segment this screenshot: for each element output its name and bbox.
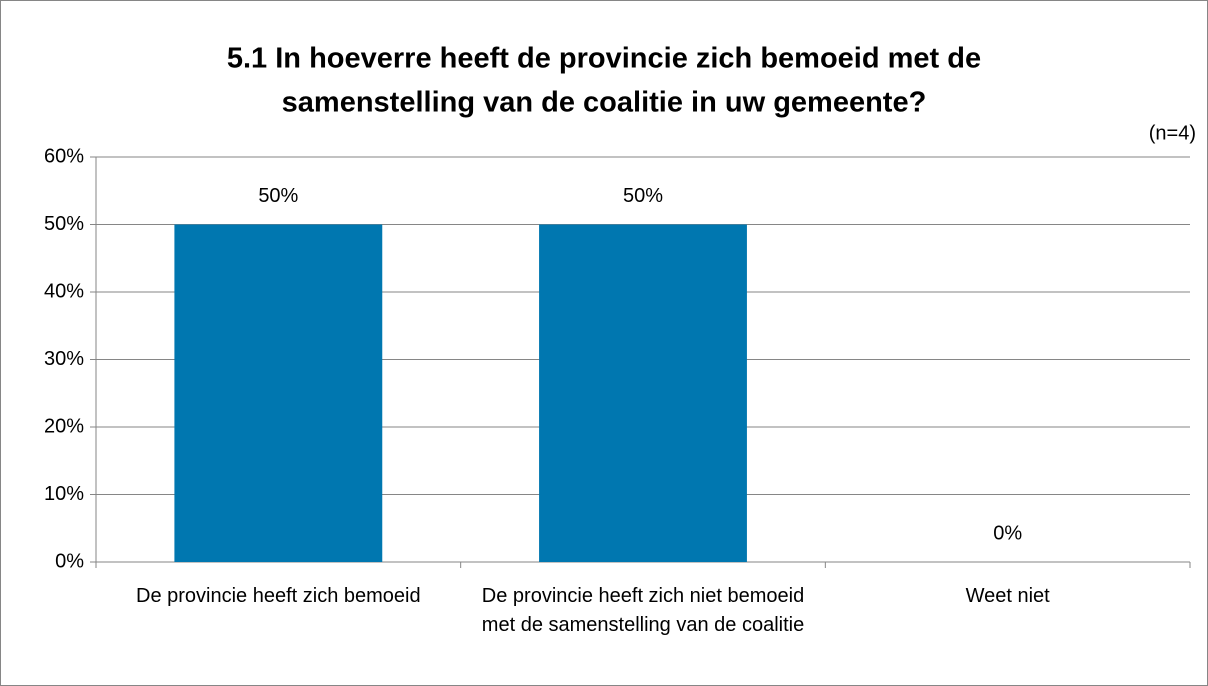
x-tick-label: De provincie heeft zich bemoeid (136, 585, 421, 607)
chart-title: samenstelling van de coalitie in uw geme… (282, 87, 927, 119)
y-tick-label: 20% (44, 415, 84, 437)
x-tick-label: De provincie heeft zich niet bemoeid met… (481, 585, 805, 636)
data-label: 0% (993, 522, 1022, 544)
data-label: 50% (258, 185, 298, 207)
data-label: 50% (623, 185, 663, 207)
annotation: (n=4) (1149, 122, 1196, 144)
chart-title: 5.1 In hoeverre heeft de provincie zich … (227, 43, 981, 75)
y-tick-label: 40% (44, 280, 84, 302)
y-tick-label: 50% (44, 213, 84, 235)
x-tick-label: Weet niet (965, 585, 1050, 607)
y-tick-label: 30% (44, 348, 84, 370)
y-tick-label: 0% (55, 550, 84, 572)
bar (539, 224, 747, 562)
y-tick-label: 60% (44, 145, 84, 167)
y-tick-label: 10% (44, 483, 84, 505)
bar (174, 224, 383, 562)
